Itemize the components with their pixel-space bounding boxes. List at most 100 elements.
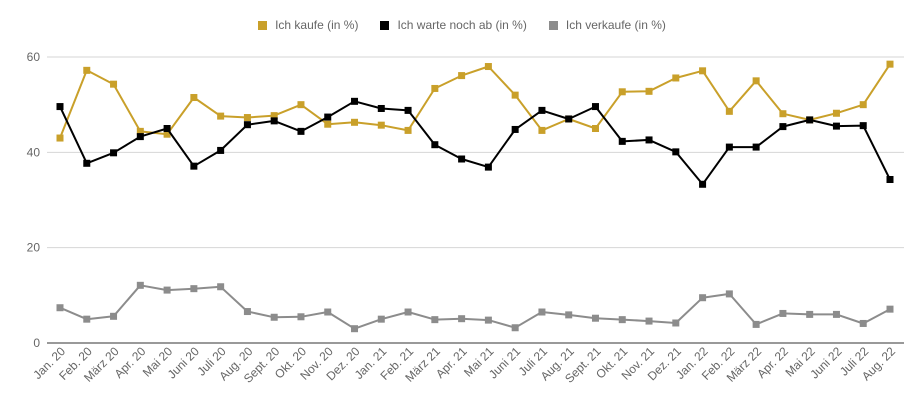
data-point [618, 137, 626, 145]
data-point [270, 112, 278, 120]
data-point [511, 91, 519, 99]
data-point [699, 67, 707, 75]
data-point [297, 127, 305, 135]
data-point [297, 101, 305, 109]
data-point [859, 122, 867, 130]
series-line-0 [59, 63, 891, 139]
data-point [538, 308, 546, 316]
y-tick-label: 20 [27, 241, 41, 255]
data-point [190, 162, 198, 170]
data-point [618, 88, 626, 96]
legend-swatch-verkaufe [548, 20, 558, 30]
data-point [56, 134, 64, 142]
data-point [217, 112, 225, 120]
data-point [699, 180, 707, 188]
data-point [110, 312, 118, 320]
data-point [56, 103, 64, 111]
data-point [832, 122, 840, 130]
data-point [458, 315, 466, 323]
x-tick-label: Apr. 20 [112, 344, 149, 381]
x-tick-label: Apr. 21 [433, 344, 470, 381]
data-point [511, 125, 519, 133]
data-point [163, 125, 171, 132]
legend-swatch-warte [380, 20, 390, 30]
data-point [645, 136, 653, 144]
data-point [351, 97, 359, 105]
data-point [859, 319, 867, 327]
data-point [136, 127, 144, 135]
data-point [297, 313, 305, 321]
series-line-1 [59, 100, 891, 186]
data-point [377, 104, 385, 112]
data-point [83, 159, 91, 167]
legend: Ich kaufe (in %) Ich warte noch ab (in %… [0, 18, 924, 32]
data-point [725, 107, 733, 115]
data-point [190, 285, 198, 293]
data-point [83, 66, 91, 74]
data-point [270, 117, 278, 125]
data-point [377, 121, 385, 129]
legend-label-warte: Ich warte noch ab (in %) [397, 18, 527, 32]
legend-swatch-kaufe [258, 20, 268, 30]
data-point [591, 103, 599, 111]
data-point [431, 84, 439, 92]
data-point [324, 120, 332, 128]
data-point [752, 143, 760, 151]
legend-label-kaufe: Ich kaufe (in %) [275, 18, 359, 32]
data-point [83, 315, 91, 323]
data-point [672, 319, 680, 327]
data-point [886, 176, 894, 184]
data-point [672, 74, 680, 82]
data-point [779, 309, 787, 317]
data-point [752, 320, 760, 328]
data-point [699, 294, 707, 302]
data-point [351, 118, 359, 126]
y-tick-label: 40 [27, 145, 41, 159]
data-point [538, 106, 546, 114]
data-point [859, 101, 867, 109]
data-point [752, 77, 760, 85]
data-point [565, 311, 573, 319]
data-point [217, 283, 225, 291]
legend-item-warte[interactable]: Ich warte noch ab (in %) [380, 18, 527, 32]
data-point [217, 146, 225, 154]
legend-item-kaufe[interactable]: Ich kaufe (in %) [258, 18, 358, 32]
data-point [458, 155, 466, 163]
data-point [190, 94, 198, 102]
data-point [725, 143, 733, 151]
data-point [404, 106, 412, 114]
data-point [243, 121, 251, 129]
data-point [431, 316, 439, 324]
data-point [484, 63, 492, 71]
data-point [136, 133, 144, 141]
data-point [832, 310, 840, 318]
data-point [163, 130, 171, 138]
data-point [324, 308, 332, 316]
data-point [645, 87, 653, 95]
data-point [672, 148, 680, 156]
data-point [163, 286, 171, 294]
data-point [538, 126, 546, 134]
data-point [806, 116, 814, 124]
data-point [886, 60, 894, 68]
data-point [618, 316, 626, 324]
data-point [404, 126, 412, 134]
data-point [591, 125, 599, 132]
data-point [591, 314, 599, 322]
data-point [243, 114, 251, 122]
data-point [56, 304, 64, 312]
data-point [243, 308, 251, 316]
data-point [110, 149, 118, 157]
x-tick-label: Apr. 22 [754, 344, 791, 381]
data-point [484, 316, 492, 324]
data-point [377, 315, 385, 323]
data-point [484, 163, 492, 171]
y-tick-label: 0 [33, 336, 40, 350]
data-point [136, 281, 144, 289]
data-point [404, 308, 412, 316]
legend-item-verkaufe[interactable]: Ich verkaufe (in %) [548, 18, 666, 32]
data-point [270, 313, 278, 321]
data-point [779, 123, 787, 131]
